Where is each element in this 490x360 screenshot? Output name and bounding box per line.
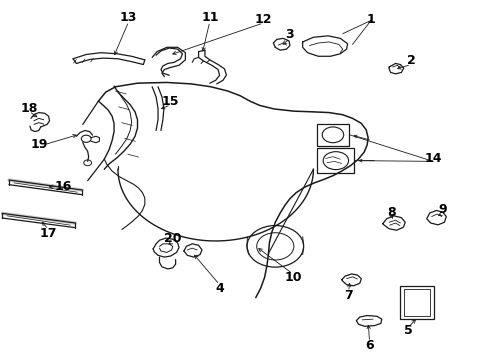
- Text: 11: 11: [201, 12, 219, 24]
- Text: 7: 7: [344, 289, 353, 302]
- Text: 17: 17: [40, 226, 57, 239]
- Bar: [404, 289, 430, 316]
- Text: 16: 16: [54, 180, 72, 193]
- Text: 19: 19: [30, 138, 48, 151]
- Text: 4: 4: [215, 282, 224, 295]
- Text: 15: 15: [162, 95, 179, 108]
- Text: 18: 18: [21, 102, 38, 115]
- Text: 2: 2: [407, 54, 416, 67]
- Bar: [318, 124, 349, 146]
- Text: 10: 10: [284, 271, 302, 284]
- Text: 13: 13: [120, 11, 137, 24]
- Text: 6: 6: [365, 339, 374, 352]
- Text: 8: 8: [387, 206, 396, 219]
- Text: 3: 3: [286, 28, 294, 41]
- Bar: [318, 148, 354, 173]
- Text: 20: 20: [164, 231, 181, 244]
- Text: 12: 12: [255, 13, 272, 26]
- Text: 5: 5: [404, 324, 413, 337]
- Text: 9: 9: [439, 203, 447, 216]
- Text: 14: 14: [424, 152, 442, 165]
- Bar: [400, 286, 434, 319]
- Text: 1: 1: [367, 13, 375, 26]
